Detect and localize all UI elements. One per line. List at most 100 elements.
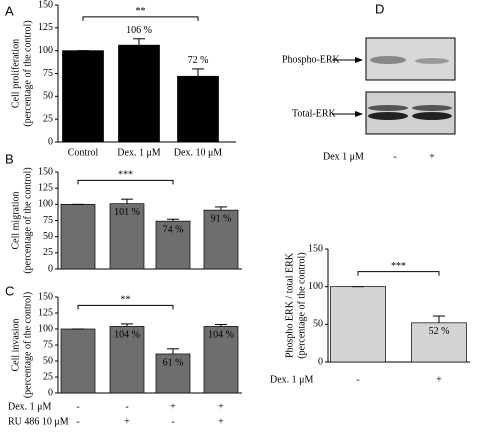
value-label: 52 % bbox=[429, 326, 450, 337]
significance-label: ** bbox=[121, 295, 131, 306]
value-label: 61 % bbox=[163, 357, 184, 368]
x-tick-label: Dex. 10 μM bbox=[174, 147, 223, 158]
blot-band bbox=[370, 56, 406, 64]
y-tick-label: 25 bbox=[43, 113, 53, 124]
x-tick-label: - bbox=[356, 374, 359, 385]
band-label: Phospho-ERK bbox=[282, 54, 341, 65]
y-tick-label: 150 bbox=[38, 0, 53, 10]
bar bbox=[109, 326, 145, 394]
y-tick-label: 0 bbox=[48, 136, 53, 147]
condition-label: RU 486 10 μM bbox=[8, 416, 69, 427]
x-tick-label: Dex. 1 μM bbox=[117, 147, 161, 158]
y-tick-label: 0 bbox=[318, 356, 323, 367]
significance-bracket bbox=[357, 271, 440, 276]
y-axis-label: Cell invasion bbox=[10, 318, 21, 371]
panel-label: C bbox=[5, 283, 14, 298]
panel-label: B bbox=[5, 151, 14, 166]
x-tick-label: Control bbox=[68, 147, 99, 158]
treatment-label: Dex 1 μM bbox=[323, 151, 364, 162]
significance-label: ** bbox=[136, 6, 146, 17]
y-tick-label: 100 bbox=[38, 323, 53, 334]
condition-sign: + bbox=[170, 401, 176, 412]
value-label: 104 % bbox=[208, 330, 234, 341]
y-axis-label: Phospho ERK / total ERK bbox=[284, 252, 295, 358]
bar bbox=[60, 328, 96, 394]
y-axis-label: Cell migration bbox=[10, 191, 21, 249]
condition-sign: - bbox=[171, 416, 174, 427]
condition-sign: + bbox=[218, 401, 224, 412]
blot-band bbox=[415, 58, 449, 64]
x-tick-label: + bbox=[436, 374, 442, 385]
value-label: 104 % bbox=[114, 330, 140, 341]
error-bar bbox=[121, 198, 133, 204]
y-tick-label: 25 bbox=[43, 247, 53, 258]
y-tick-label: 0 bbox=[48, 263, 53, 274]
condition-sign: - bbox=[125, 401, 128, 412]
bar bbox=[118, 44, 160, 143]
blot-band bbox=[368, 105, 408, 111]
y-axis-label: Cell proliferation bbox=[10, 39, 21, 108]
significance-bracket bbox=[77, 179, 174, 185]
bar bbox=[60, 203, 96, 270]
y-tick-label: 125 bbox=[38, 307, 53, 318]
condition-sign: + bbox=[218, 416, 224, 427]
significance-label: *** bbox=[391, 261, 406, 272]
significance-label: *** bbox=[118, 170, 133, 181]
bar bbox=[155, 353, 191, 394]
y-tick-label: 25 bbox=[43, 371, 53, 382]
error-bar bbox=[215, 324, 227, 327]
error-bar bbox=[121, 323, 133, 327]
condition-sign: - bbox=[76, 401, 79, 412]
error-bar bbox=[192, 68, 204, 77]
y-tick-label: 150 bbox=[38, 166, 53, 177]
y-tick-label: 125 bbox=[38, 182, 53, 193]
error-bar bbox=[167, 218, 179, 222]
bar bbox=[203, 209, 239, 270]
bar bbox=[203, 326, 239, 394]
x-axis-label: Dex. 1 μM bbox=[270, 374, 314, 385]
lane-label: + bbox=[429, 151, 435, 162]
error-bar bbox=[433, 315, 445, 323]
value-label: 106 % bbox=[126, 25, 152, 36]
lane-label: - bbox=[393, 151, 396, 162]
error-bar bbox=[215, 206, 227, 211]
y-tick-label: 50 bbox=[43, 91, 53, 102]
significance-bracket bbox=[77, 304, 174, 310]
bar bbox=[177, 75, 219, 143]
blot-band bbox=[412, 112, 452, 120]
y-tick-label: 0 bbox=[48, 387, 53, 398]
y-axis-label: (percentage of the control) bbox=[296, 252, 307, 358]
error-bar bbox=[167, 348, 179, 354]
y-tick-label: 125 bbox=[38, 22, 53, 33]
blot-band bbox=[412, 105, 452, 111]
y-tick-label: 75 bbox=[43, 339, 53, 350]
y-tick-label: 50 bbox=[313, 319, 323, 330]
band-label: Total-ERK bbox=[292, 108, 337, 119]
value-label: 74 % bbox=[163, 224, 184, 235]
y-tick-label: 150 bbox=[38, 291, 53, 302]
bar bbox=[109, 203, 145, 270]
y-tick-label: 100 bbox=[308, 281, 323, 292]
condition-sign: - bbox=[76, 416, 79, 427]
y-axis-label: (percentage of the control) bbox=[22, 292, 33, 398]
y-axis-label: (percentage of the control) bbox=[22, 167, 33, 273]
condition-sign: + bbox=[124, 416, 130, 427]
condition-label: Dex. 1 μM bbox=[8, 401, 52, 412]
y-tick-label: 50 bbox=[43, 355, 53, 366]
bar bbox=[62, 50, 104, 143]
value-label: 72 % bbox=[188, 55, 209, 66]
panel-label: A bbox=[5, 3, 14, 18]
y-tick-label: 150 bbox=[308, 243, 323, 254]
value-label: 91 % bbox=[211, 213, 232, 224]
value-label: 101 % bbox=[114, 207, 140, 218]
bar bbox=[330, 286, 386, 363]
y-axis-label: (percentage of the control) bbox=[22, 20, 33, 126]
significance-bracket bbox=[82, 16, 199, 21]
y-tick-label: 50 bbox=[43, 231, 53, 242]
y-tick-label: 100 bbox=[38, 199, 53, 210]
y-tick-label: 100 bbox=[38, 45, 53, 56]
y-tick-label: 75 bbox=[43, 215, 53, 226]
panel-label: D bbox=[375, 1, 384, 16]
y-tick-label: 75 bbox=[43, 68, 53, 79]
